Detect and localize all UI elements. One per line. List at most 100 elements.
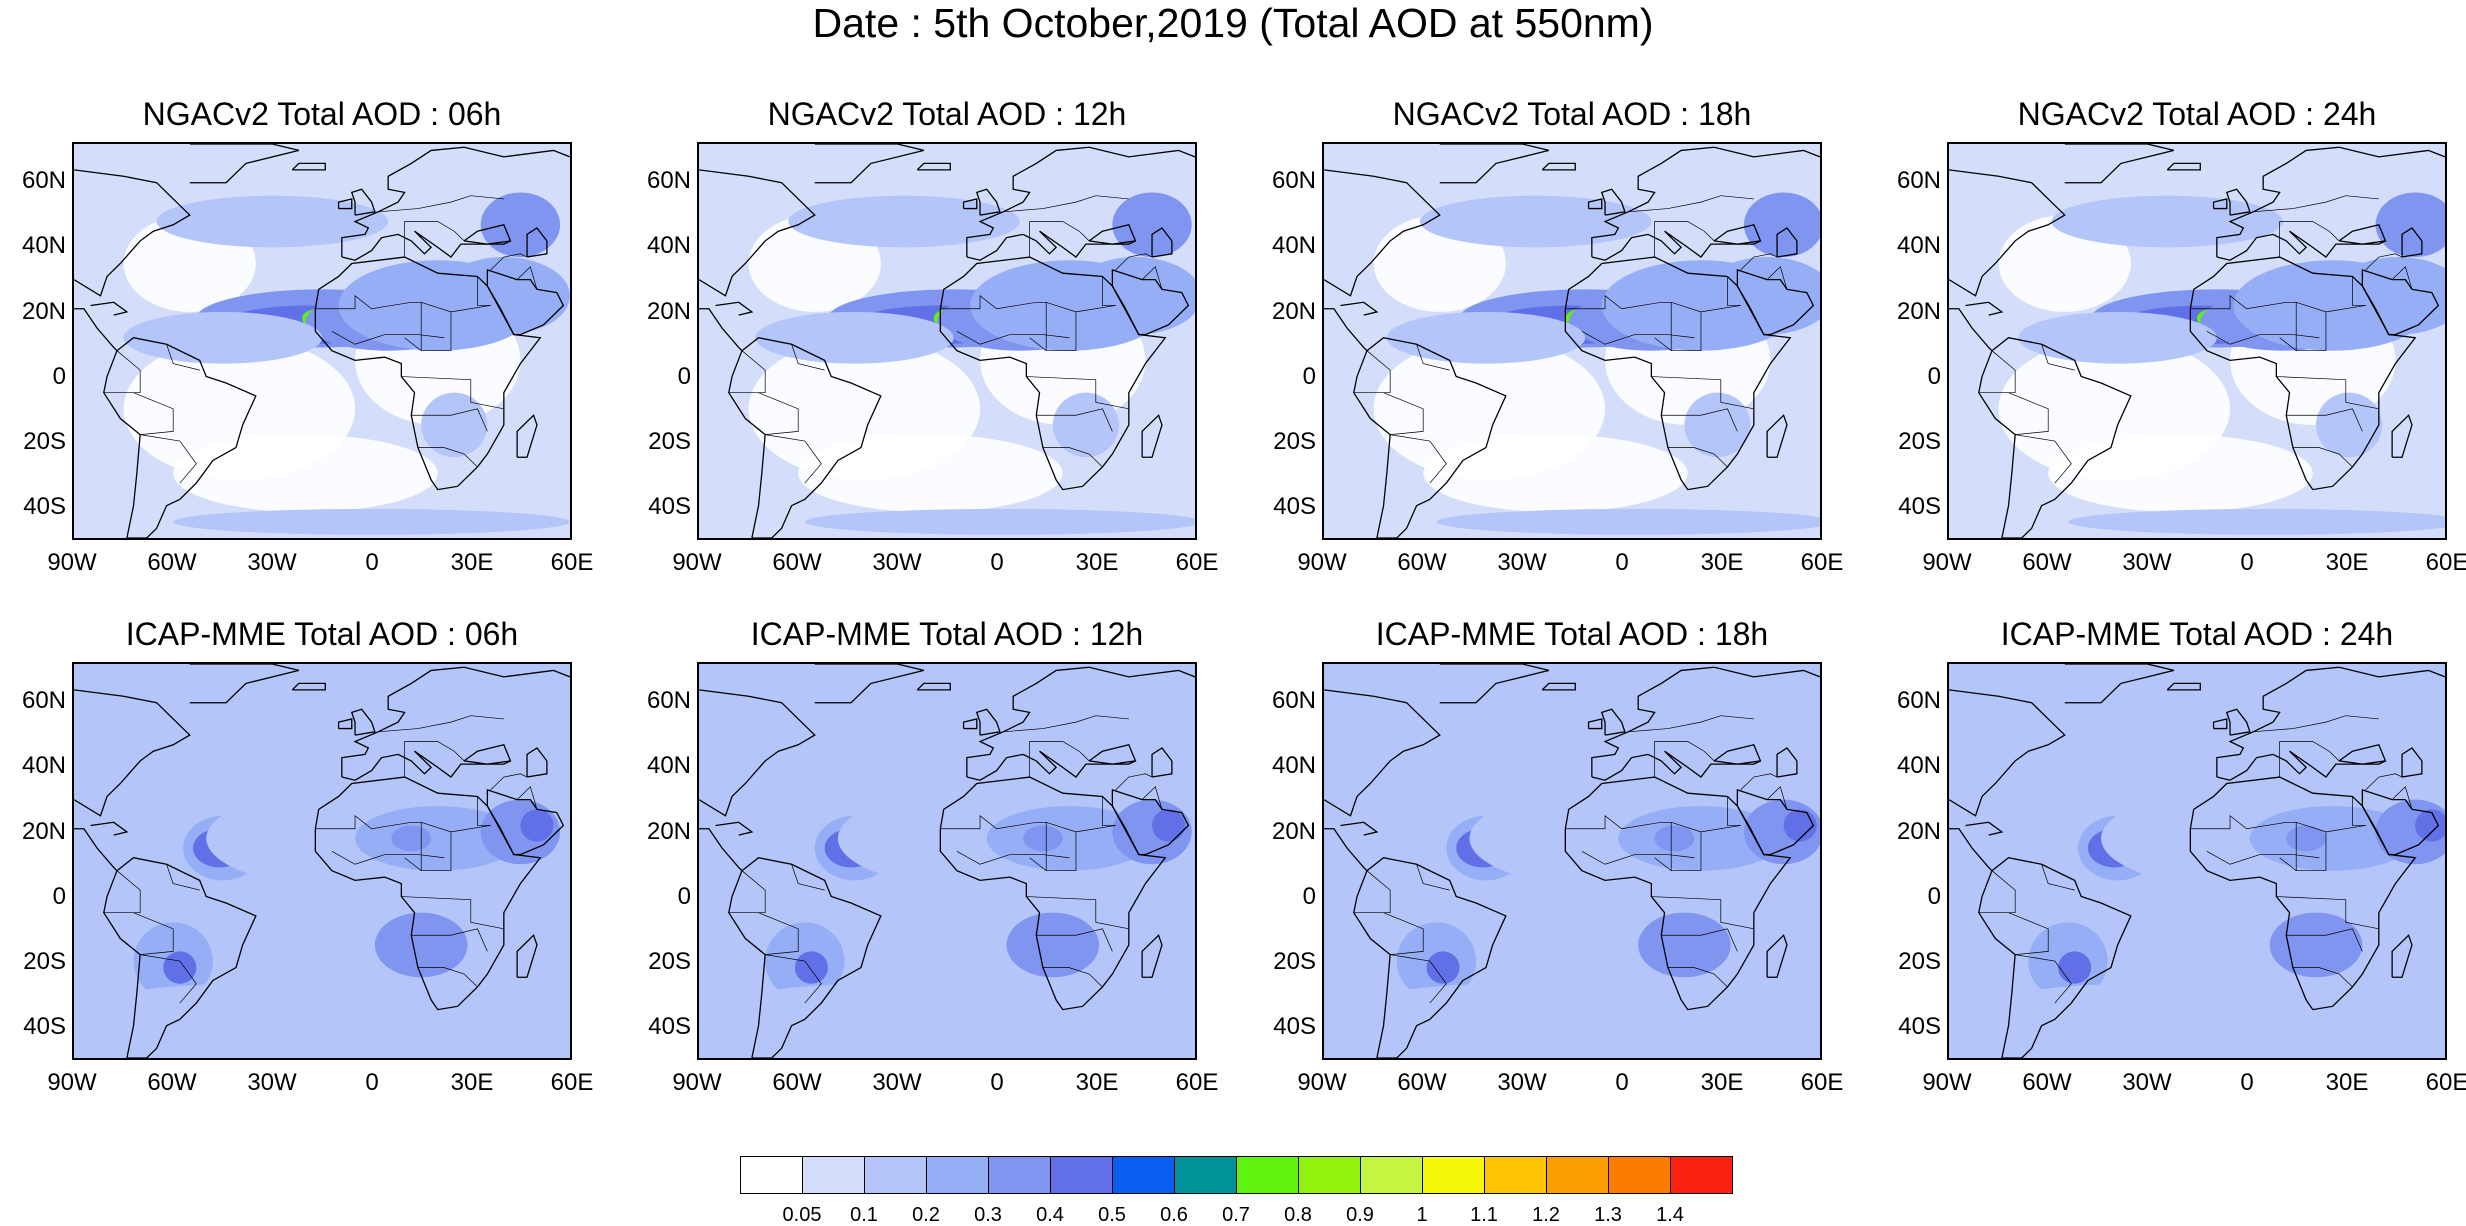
coastline <box>2015 954 2072 1004</box>
coastline <box>1340 821 1379 836</box>
coastline <box>74 169 191 297</box>
y-tick-label: 40N <box>21 752 66 780</box>
aod-plume <box>1436 508 1820 535</box>
y-tick-label: 60N <box>1896 687 1941 715</box>
coastline <box>103 870 141 914</box>
y-tick-label: 40N <box>646 232 691 260</box>
coastline <box>516 266 538 290</box>
coastline <box>2206 850 2320 865</box>
coastline <box>1439 144 1550 184</box>
x-tick-label: 60W <box>1397 1069 1447 1096</box>
aod-plume <box>338 1006 570 1046</box>
aod-field <box>74 144 570 538</box>
coastline <box>1565 815 1702 872</box>
coastline <box>103 337 257 538</box>
colorbar-box <box>1484 1156 1547 1194</box>
coastline <box>140 954 197 1004</box>
coastline <box>1661 928 1738 952</box>
coastline <box>477 796 491 826</box>
coastline <box>2279 741 2340 778</box>
aod-plume <box>1638 912 1731 978</box>
aod-plume <box>2375 192 2445 258</box>
coastline <box>1651 896 1754 930</box>
y-tick-label: 40N <box>1271 232 1316 260</box>
aod-plume <box>970 1006 1195 1046</box>
aod-clean-area <box>2048 434 2313 513</box>
coastline <box>2338 224 2387 245</box>
coastline <box>314 776 542 1011</box>
coastline <box>1949 828 1993 872</box>
aod-plume <box>2286 825 2326 852</box>
colorbar-box <box>1050 1156 1113 1194</box>
aod-plume <box>173 508 570 535</box>
aod-plume <box>374 912 468 978</box>
coastline <box>315 295 452 352</box>
coastline <box>1439 664 1550 704</box>
coastline <box>1766 414 1788 458</box>
coastline <box>1600 708 1626 736</box>
coastline <box>417 447 478 468</box>
coastline <box>1416 344 1450 371</box>
coastline <box>2352 276 2366 306</box>
coastline <box>1390 434 1447 484</box>
coastline <box>490 773 528 791</box>
coastline <box>337 198 353 210</box>
coastline <box>490 253 528 271</box>
coastline <box>975 708 1001 736</box>
coastline <box>2325 825 2366 833</box>
x-tick-label: 30W <box>1497 1069 1547 1096</box>
coastline <box>74 828 118 872</box>
x-tick-label: 0 <box>990 549 1004 576</box>
coastline <box>699 828 743 872</box>
coastline <box>1088 744 1137 765</box>
coastline <box>1965 301 2004 316</box>
y-tick-label: 40N <box>1271 752 1316 780</box>
aod-plume <box>1023 825 1063 852</box>
coastline <box>2166 162 2201 171</box>
map-panel <box>697 142 1197 540</box>
coastline <box>331 850 445 865</box>
coastline <box>450 305 491 313</box>
y-tick-label: 20S <box>648 948 691 976</box>
coastline <box>1949 689 2066 817</box>
coastline <box>2041 344 2075 371</box>
colorbar-box <box>1298 1156 1361 1194</box>
y-tick-label: 60N <box>646 687 691 715</box>
coastline <box>2064 144 2175 184</box>
coastline <box>1564 256 1792 491</box>
aod-plume <box>1006 912 1100 978</box>
coastline <box>103 857 257 1058</box>
coastline <box>516 786 538 810</box>
aod-plume <box>1684 392 1751 458</box>
y-tick-label: 40S <box>23 493 66 521</box>
coastline <box>2216 146 2445 258</box>
y-tick-label: 40N <box>21 232 66 260</box>
y-tick-label: 0 <box>52 362 66 390</box>
x-tick-label: 30W <box>2122 1069 2172 1096</box>
coastline <box>314 256 542 491</box>
coastline <box>1151 227 1173 258</box>
coastline <box>939 256 1167 491</box>
x-tick-label: 60E <box>1175 1069 1219 1096</box>
aod-plume <box>722 983 1020 1036</box>
y-tick-label: 20S <box>648 428 691 456</box>
y-tick-label: 20N <box>21 297 66 325</box>
aod-clean-area <box>1423 434 1688 513</box>
x-tick-label: 90W <box>47 1069 97 1096</box>
coastline <box>2286 928 2363 952</box>
coastline <box>74 689 191 817</box>
coastline <box>1766 266 1788 290</box>
x-tick-label: 60W <box>1397 549 1447 576</box>
y-tick-label: 20N <box>1271 297 1316 325</box>
x-tick-label: 90W <box>672 549 722 576</box>
coastline <box>1591 230 1761 261</box>
coastline <box>2292 967 2353 988</box>
y-tick-label: 40N <box>1896 232 1941 260</box>
colorbar-label: 0.9 <box>1346 1204 1374 1226</box>
colorbar-label: 1 <box>1416 1204 1428 1226</box>
coastline <box>1036 408 1113 432</box>
coastline <box>1587 198 1603 210</box>
coastline <box>1383 912 1424 955</box>
colorbar-label: 0.7 <box>1222 1204 1250 1226</box>
coastline <box>1390 954 1447 1004</box>
